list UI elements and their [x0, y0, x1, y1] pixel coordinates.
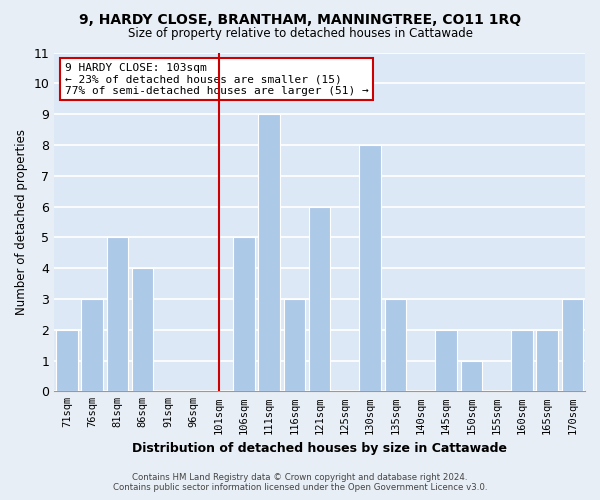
Bar [82, 299, 103, 392]
X-axis label: Distribution of detached houses by size in Cattawade: Distribution of detached houses by size … [132, 442, 507, 455]
Bar [259, 114, 280, 392]
Bar [385, 299, 406, 392]
Bar [56, 330, 77, 392]
Bar [284, 299, 305, 392]
Bar [309, 206, 331, 392]
Bar [107, 238, 128, 392]
Text: Size of property relative to detached houses in Cattawade: Size of property relative to detached ho… [128, 28, 473, 40]
Text: Contains HM Land Registry data © Crown copyright and database right 2024.
Contai: Contains HM Land Registry data © Crown c… [113, 473, 487, 492]
Bar [233, 238, 254, 392]
Y-axis label: Number of detached properties: Number of detached properties [15, 129, 28, 315]
Text: 9 HARDY CLOSE: 103sqm
← 23% of detached houses are smaller (15)
77% of semi-deta: 9 HARDY CLOSE: 103sqm ← 23% of detached … [65, 62, 368, 96]
Bar [435, 330, 457, 392]
Bar [562, 299, 583, 392]
Text: 9, HARDY CLOSE, BRANTHAM, MANNINGTREE, CO11 1RQ: 9, HARDY CLOSE, BRANTHAM, MANNINGTREE, C… [79, 12, 521, 26]
Bar [359, 145, 381, 392]
Bar [536, 330, 558, 392]
Bar [132, 268, 154, 392]
Bar [461, 360, 482, 392]
Bar [511, 330, 533, 392]
